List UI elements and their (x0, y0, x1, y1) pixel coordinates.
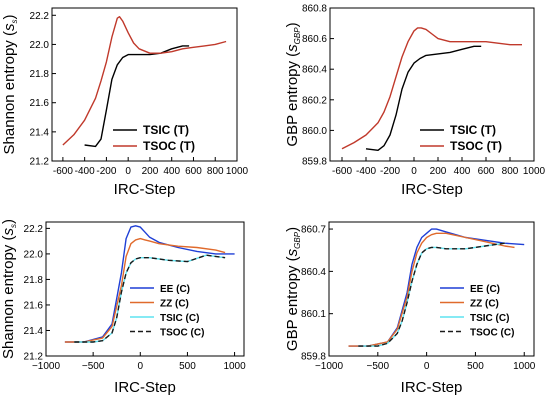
x-tick-label: -200 (380, 166, 400, 177)
y-axis-label: Shannon entropy (ss) (1, 15, 19, 155)
x-tick-label: 1000 (223, 361, 246, 372)
x-tick-label: 800 (207, 166, 224, 177)
legend-label: TSIC (T) (143, 123, 189, 137)
x-tick-label: 400 (454, 166, 471, 177)
x-tick-label: −1000 (32, 361, 61, 372)
y-tick-label: 22.2 (30, 11, 50, 22)
legend-label: EE (C) (470, 284, 500, 295)
y-tick-label: 860.2 (302, 95, 327, 106)
series-line-tsoc-t (341, 27, 522, 150)
x-tick-label: -200 (96, 166, 116, 177)
series-line-tsoc-c (74, 254, 226, 343)
y-tick-label: 860.7 (301, 225, 326, 236)
x-tick-label: 800 (502, 166, 519, 177)
chart-panel-top-right: -600 -400 -200 0 200 400 600 800 1000 859.8 860.0 8… (284, 4, 546, 199)
x-tick-label: 200 (430, 166, 447, 177)
x-tick-label: -400 (75, 166, 95, 177)
x-tick-label: 1000 (523, 166, 546, 177)
x-tick-label: −500 (82, 361, 105, 372)
x-tick-label: 0 (424, 361, 430, 372)
legend-label: ZZ (C) (160, 299, 189, 310)
y-tick-label: 21.4 (30, 127, 50, 138)
x-tick-label: 200 (142, 166, 159, 177)
legend-label: TSIC (C) (470, 313, 509, 324)
y-tick-label: 860.6 (302, 34, 327, 45)
legend-label: TSOC (T) (450, 139, 502, 153)
y-tick-label: 21.4 (24, 326, 44, 337)
x-axis-label: IRC-Step (401, 379, 463, 396)
y-tick-label: 21.2 (30, 157, 50, 168)
chart-panel-bottom-left: −1000 −500 0 500 1000 21.2 21.4 21.6 21.8 22.0 22.… (0, 219, 246, 396)
y-tick-label: 860.0 (302, 126, 327, 137)
x-tick-label: 600 (185, 166, 202, 177)
legend-label: TSOC (T) (143, 139, 195, 153)
plot-frame (45, 221, 245, 357)
x-axis-label: IRC-Step (401, 181, 463, 198)
series-line-tsic-t (84, 45, 190, 148)
x-tick-label: 400 (163, 166, 180, 177)
x-tick-label: 500 (467, 361, 484, 372)
y-tick-label: 21.8 (24, 275, 44, 286)
y-tick-label: 21.6 (30, 98, 50, 109)
y-tick-label: 860.4 (301, 267, 326, 278)
legend-label: EE (C) (160, 284, 190, 295)
y-tick-label: 859.8 (302, 157, 327, 168)
plot-frame (328, 221, 535, 357)
legend-label: TSIC (C) (160, 313, 199, 324)
x-tick-label: -400 (356, 166, 376, 177)
y-tick-label: 860.8 (302, 4, 327, 15)
x-tick-label: 0 (411, 166, 417, 177)
series-line-tsoc-t (62, 16, 227, 146)
legend-label: ZZ (C) (470, 299, 499, 310)
plot-frame (51, 7, 238, 162)
legend-label: TSIC (T) (450, 123, 496, 137)
y-tick-label: 22.0 (24, 249, 44, 260)
x-tick-label: 1000 (226, 166, 249, 177)
series-line-zz-c (348, 232, 515, 347)
chart-panel-bottom-right: −1000 −500 0 500 1000 859.8 860.1 860.4 860.7 IRC… (284, 221, 536, 396)
series-line-tsic-t (365, 45, 482, 152)
y-tick-label: 860.4 (302, 65, 327, 76)
y-tick-label: 859.8 (301, 352, 326, 363)
series-line-zz-c (64, 237, 226, 343)
y-axis-label: Shannon entropy (ss) (0, 219, 18, 359)
x-tick-label: 500 (179, 361, 196, 372)
y-axis-label: GBP entropy (sGBP) (284, 227, 302, 351)
y-tick-label: 860.1 (301, 309, 326, 320)
x-axis-label: IRC-Step (114, 379, 176, 396)
y-tick-label: 22.0 (30, 40, 50, 51)
x-tick-label: -600 (332, 166, 352, 177)
series-line-tsoc-c (358, 242, 505, 347)
x-axis-label: IRC-Step (114, 181, 176, 198)
series-line-ee-c (64, 225, 235, 343)
legend-label: TSOC (C) (160, 328, 204, 339)
x-tick-label: 1000 (513, 361, 536, 372)
y-tick-label: 21.6 (24, 300, 44, 311)
x-tick-label: 0 (125, 166, 131, 177)
y-axis-label: GBP entropy (sGBP) (284, 22, 302, 146)
x-tick-label: −500 (367, 361, 390, 372)
plot-frame (329, 7, 535, 162)
chart-panel-top-left: -600 -400 -200 0 200 400 600 800 1000 21.2 21.4 21.… (1, 7, 249, 198)
x-tick-label: 0 (138, 361, 144, 372)
x-tick-label: 600 (478, 166, 495, 177)
y-tick-label: 22.2 (24, 224, 44, 235)
y-tick-label: 21.2 (24, 352, 44, 363)
legend-label: TSOC (C) (470, 328, 514, 339)
x-tick-label: −1000 (315, 361, 344, 372)
x-tick-label: -600 (53, 166, 73, 177)
y-tick-label: 21.8 (30, 69, 50, 80)
